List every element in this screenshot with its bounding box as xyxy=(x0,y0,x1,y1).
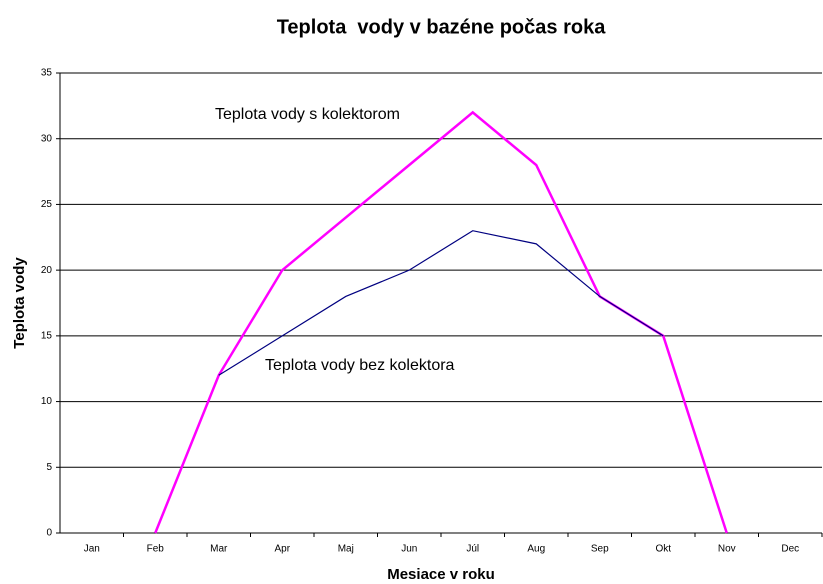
x-tick-label: Sep xyxy=(591,544,609,555)
y-tick-label: 30 xyxy=(41,133,53,144)
x-tick-label: Nov xyxy=(718,544,736,555)
y-tick-label: 10 xyxy=(41,396,53,407)
x-axis-label: Mesiace v roku xyxy=(387,566,495,583)
y-tick-label: 25 xyxy=(41,199,53,210)
x-tick-label: Jun xyxy=(401,544,417,555)
series-annotation: Teplota vody s kolektorom xyxy=(215,106,400,123)
x-tick-label: Apr xyxy=(274,544,290,555)
x-tick-label: Aug xyxy=(527,544,545,555)
y-axis-label: Teplota vody xyxy=(11,257,28,349)
x-tick-label: Maj xyxy=(338,544,354,555)
chart-title: Teplota vody v bazéne počas roka xyxy=(277,16,607,38)
x-tick-label: Okt xyxy=(655,544,671,555)
x-tick-label: Jan xyxy=(84,544,100,555)
y-tick-label: 35 xyxy=(41,68,53,79)
x-tick-label: Dec xyxy=(781,544,799,555)
x-tick-label: Mar xyxy=(210,544,228,555)
y-tick-label: 20 xyxy=(41,265,53,276)
x-tick-label: Júl xyxy=(466,544,479,555)
series-annotation: Teplota vody bez kolektora xyxy=(265,357,455,374)
series-line xyxy=(218,230,664,376)
y-tick-label: 0 xyxy=(46,528,52,539)
y-tick-label: 5 xyxy=(46,462,52,473)
y-tick-label: 15 xyxy=(41,330,53,341)
x-tick-label: Feb xyxy=(147,544,165,555)
